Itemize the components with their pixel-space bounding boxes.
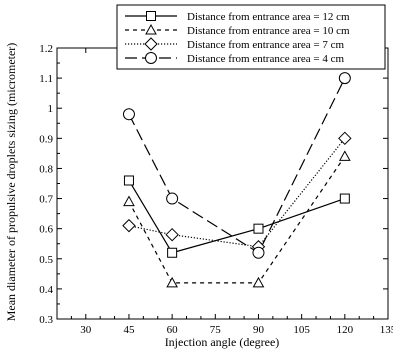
- data-point-series-1: [167, 247, 178, 258]
- y-tick-label: 1.1: [39, 73, 53, 85]
- legend-marker: [145, 52, 157, 64]
- y-tick-label: 1: [48, 103, 54, 115]
- x-tick-label: 45: [123, 324, 135, 336]
- x-tick-label: 30: [80, 324, 92, 336]
- data-point-series-3: [338, 131, 352, 146]
- series-line-1: [128, 180, 346, 254]
- data-point-series-4: [338, 72, 351, 85]
- legend-label: Distance from entrance area = 7 cm: [187, 39, 345, 51]
- data-point-series-2: [338, 150, 351, 161]
- data-point-series-4: [166, 192, 179, 205]
- legend-label: Distance from entrance area = 12 cm: [187, 11, 350, 23]
- data-point-series-3: [165, 227, 179, 242]
- x-axis-label: Injection angle (degree): [165, 335, 280, 349]
- plot-area: 0.3 0.4 0.5 0.6 0.7 0.8 0.9 1 1.1 1.2 30 45 60 75 90 10…: [39, 4, 393, 336]
- series-line-4: [128, 77, 346, 254]
- series-line-3: [128, 137, 346, 248]
- data-point-series-2: [252, 276, 265, 288]
- legend-label: Distance from entrance area = 4 cm: [187, 53, 345, 65]
- x-tick-label: 105: [293, 324, 310, 336]
- data-point-series-4: [122, 108, 135, 121]
- legend-marker: [144, 37, 158, 51]
- x-tick-label: 120: [337, 324, 354, 336]
- x-tick-label: 135: [380, 324, 393, 336]
- legend-marker: [146, 11, 156, 21]
- y-tick-label: 0.9: [39, 133, 53, 145]
- x-tick-label: 60: [167, 324, 179, 336]
- legend: Distance from entrance area = 12 cm Dista…: [116, 4, 386, 70]
- y-tick-label: 0.4: [39, 284, 53, 296]
- legend-item: Distance from entrance area = 10 cm: [125, 23, 350, 37]
- legend-marker: [145, 23, 157, 35]
- y-tick-label: 0.5: [39, 254, 53, 266]
- y-tick-label: 0.7: [39, 194, 53, 206]
- data-point-series-3: [122, 218, 136, 233]
- data-point-series-1: [123, 175, 134, 186]
- y-tick-label: 0.3: [39, 314, 53, 326]
- data-point-series-2: [166, 276, 178, 288]
- y-tick-label: 0.8: [39, 163, 53, 175]
- plot-frame: [56, 47, 389, 320]
- data-point-series-1: [339, 193, 350, 204]
- legend-item: Distance from entrance area = 4 cm: [125, 52, 345, 65]
- x-tick-label: 90: [253, 324, 265, 336]
- data-point-series-2: [123, 195, 135, 207]
- data-point-series-4: [252, 246, 265, 259]
- x-tick-label: 75: [210, 324, 222, 336]
- y-tick-label: 0.6: [39, 224, 53, 236]
- legend-item: Distance from entrance area = 7 cm: [125, 37, 345, 51]
- series-line-2: [128, 156, 346, 284]
- y-axis-label: Mean diameter of propulsive droplets siz…: [4, 43, 18, 322]
- legend-item: Distance from entrance area = 12 cm: [125, 11, 350, 23]
- data-point-series-1: [253, 223, 264, 234]
- y-tick-label: 1.2: [39, 43, 53, 55]
- legend-label: Distance from entrance area = 10 cm: [187, 25, 350, 37]
